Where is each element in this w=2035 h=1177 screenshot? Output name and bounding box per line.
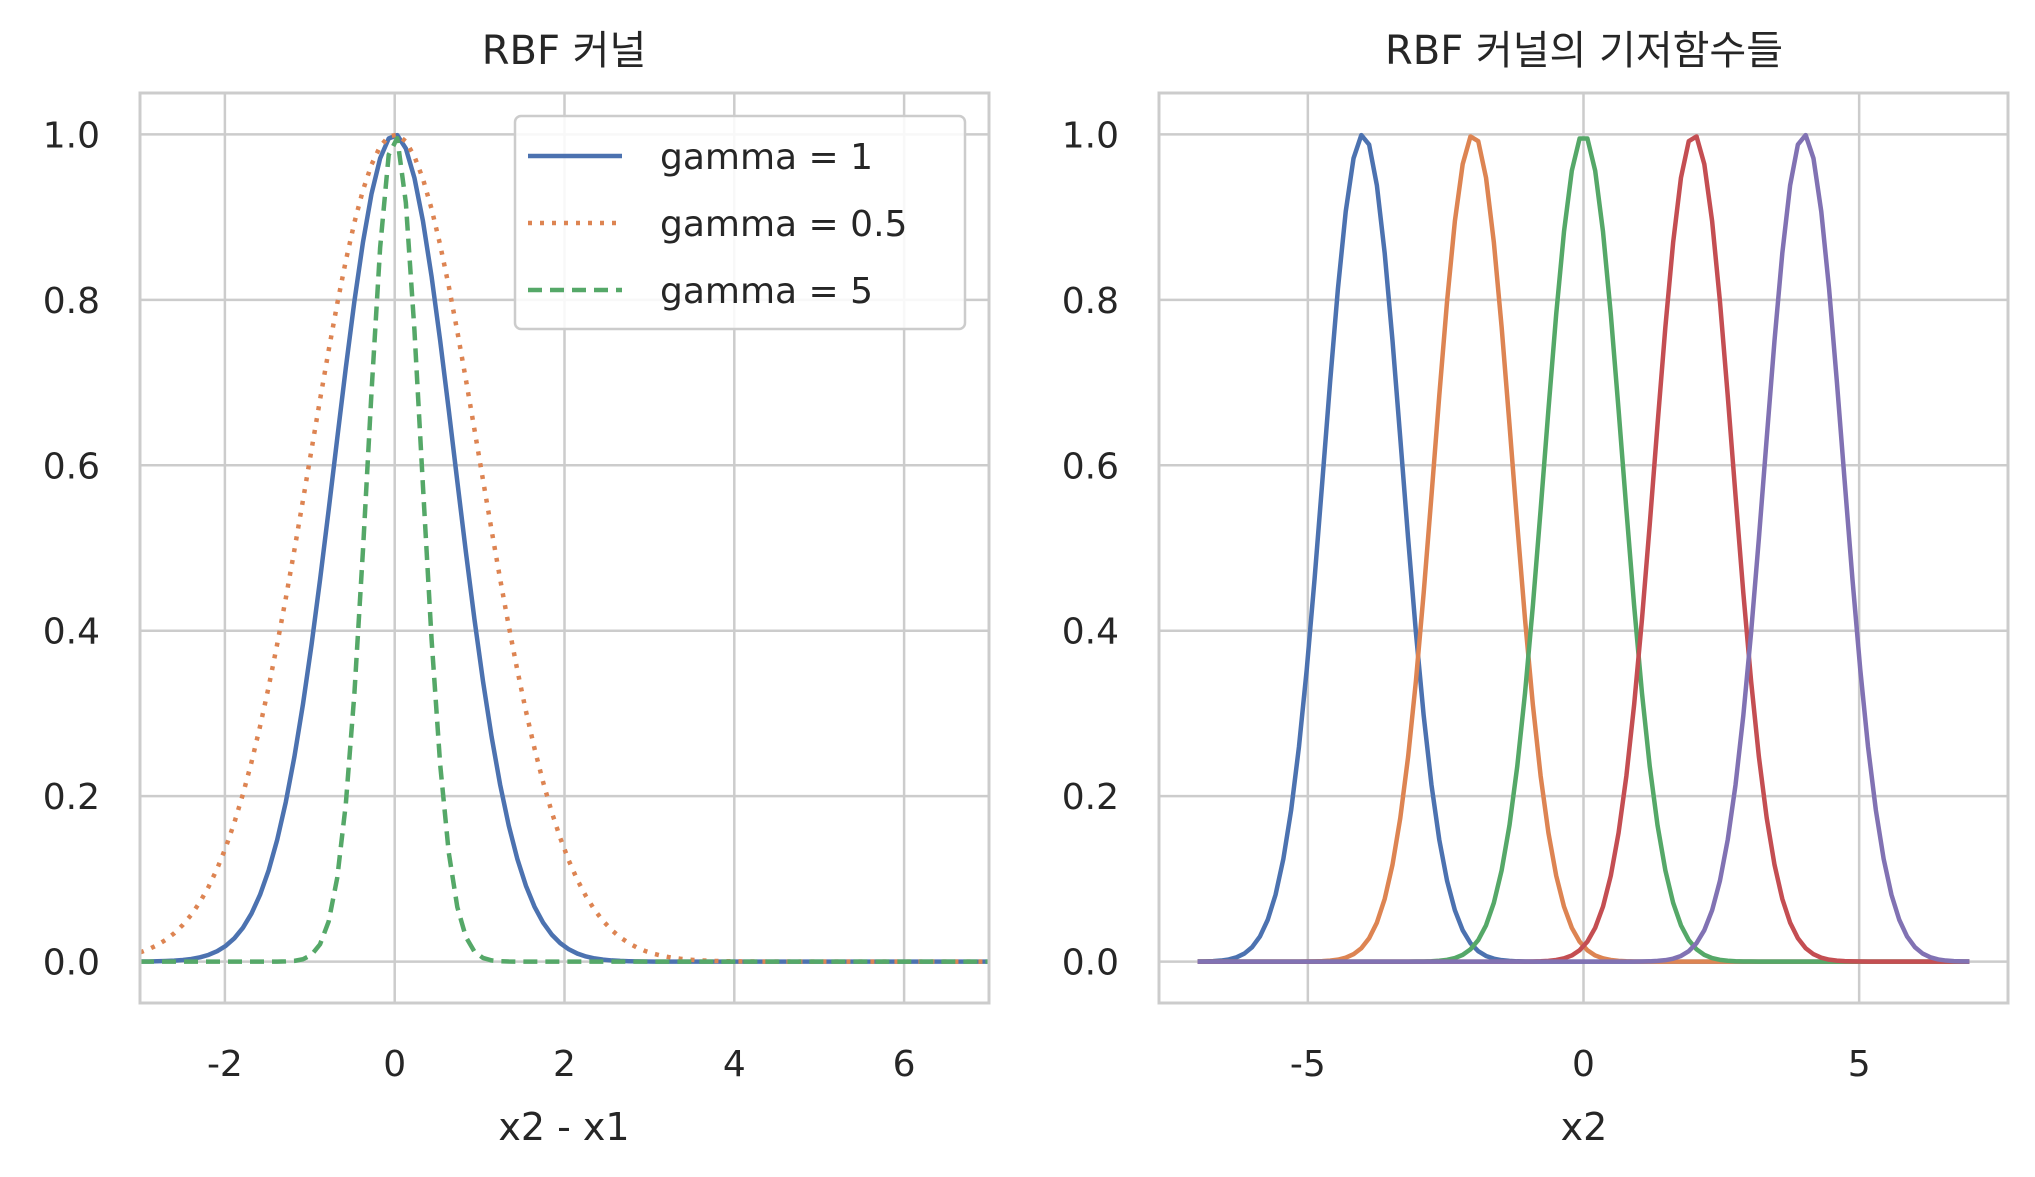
y-tick-label: 0.6 — [1062, 446, 1119, 487]
left-x-axis-label: x2 - x1 — [498, 1105, 629, 1149]
right-series-group — [1197, 132, 1970, 964]
y-tick-label: 0.2 — [1062, 777, 1119, 818]
x-tick-label: 0 — [1572, 1044, 1595, 1085]
x-tick-label: -5 — [1290, 1044, 1326, 1085]
y-tick-label: 0.0 — [43, 943, 100, 984]
y-tick-label: 0.6 — [43, 446, 100, 487]
left-ytick-labels: 0.0 0.2 0.4 0.6 0.8 1.0 — [43, 115, 100, 983]
y-tick-label: 0.8 — [1062, 281, 1119, 322]
y-tick-label: 1.0 — [1062, 115, 1119, 156]
legend-label: gamma = 0.5 — [660, 204, 907, 245]
legend-label: gamma = 5 — [660, 271, 873, 312]
y-tick-label: 0.0 — [1062, 943, 1119, 984]
x-tick-label: 2 — [553, 1044, 576, 1085]
series-line-gamma-5 — [140, 135, 989, 964]
y-tick-label: 0.4 — [1062, 612, 1119, 653]
left-plot-frame — [138, 91, 991, 1005]
basis-function-line-4 — [1197, 132, 1970, 964]
right-plot-frame — [1157, 91, 2010, 1005]
y-tick-label: 0.2 — [43, 777, 100, 818]
right-chart-title: RBF 커널의 기저함수들 — [1385, 28, 1783, 74]
right-grid — [1159, 93, 2008, 1003]
left-series-group — [140, 132, 989, 964]
right-ytick-labels: 0.0 0.2 0.4 0.6 0.8 1.0 — [1062, 115, 1119, 983]
left-subplot: RBF 커널 -2 0 2 4 6 0.0 0.2 0.4 0.6 0.8 1.0 x2 - x1… — [43, 28, 991, 1149]
legend-label: gamma = 1 — [660, 137, 873, 178]
legend-box — [513, 114, 967, 331]
legend: gamma = 1 gamma = 0.5 gamma = 5 — [513, 114, 967, 331]
y-tick-label: 0.8 — [43, 281, 100, 322]
left-chart-title: RBF 커널 — [482, 28, 647, 74]
x-tick-label: 6 — [893, 1044, 916, 1085]
x-tick-label: 5 — [1848, 1044, 1871, 1085]
y-tick-label: 1.0 — [43, 115, 100, 156]
x-tick-label: 0 — [383, 1044, 406, 1085]
series-line-gamma-0-5 — [140, 132, 989, 964]
x-tick-label: 4 — [723, 1044, 746, 1085]
right-subplot: RBF 커널의 기저함수들 -5 0 5 0.0 0.2 0.4 0.6 0.8 1.0 x2 — [1062, 28, 2010, 1149]
x-tick-label: -2 — [207, 1044, 243, 1085]
left-xtick-labels: -2 0 2 4 6 — [207, 1044, 916, 1085]
right-x-axis-label: x2 — [1561, 1105, 1608, 1149]
right-xtick-labels: -5 0 5 — [1290, 1044, 1871, 1085]
y-tick-label: 0.4 — [43, 612, 100, 653]
